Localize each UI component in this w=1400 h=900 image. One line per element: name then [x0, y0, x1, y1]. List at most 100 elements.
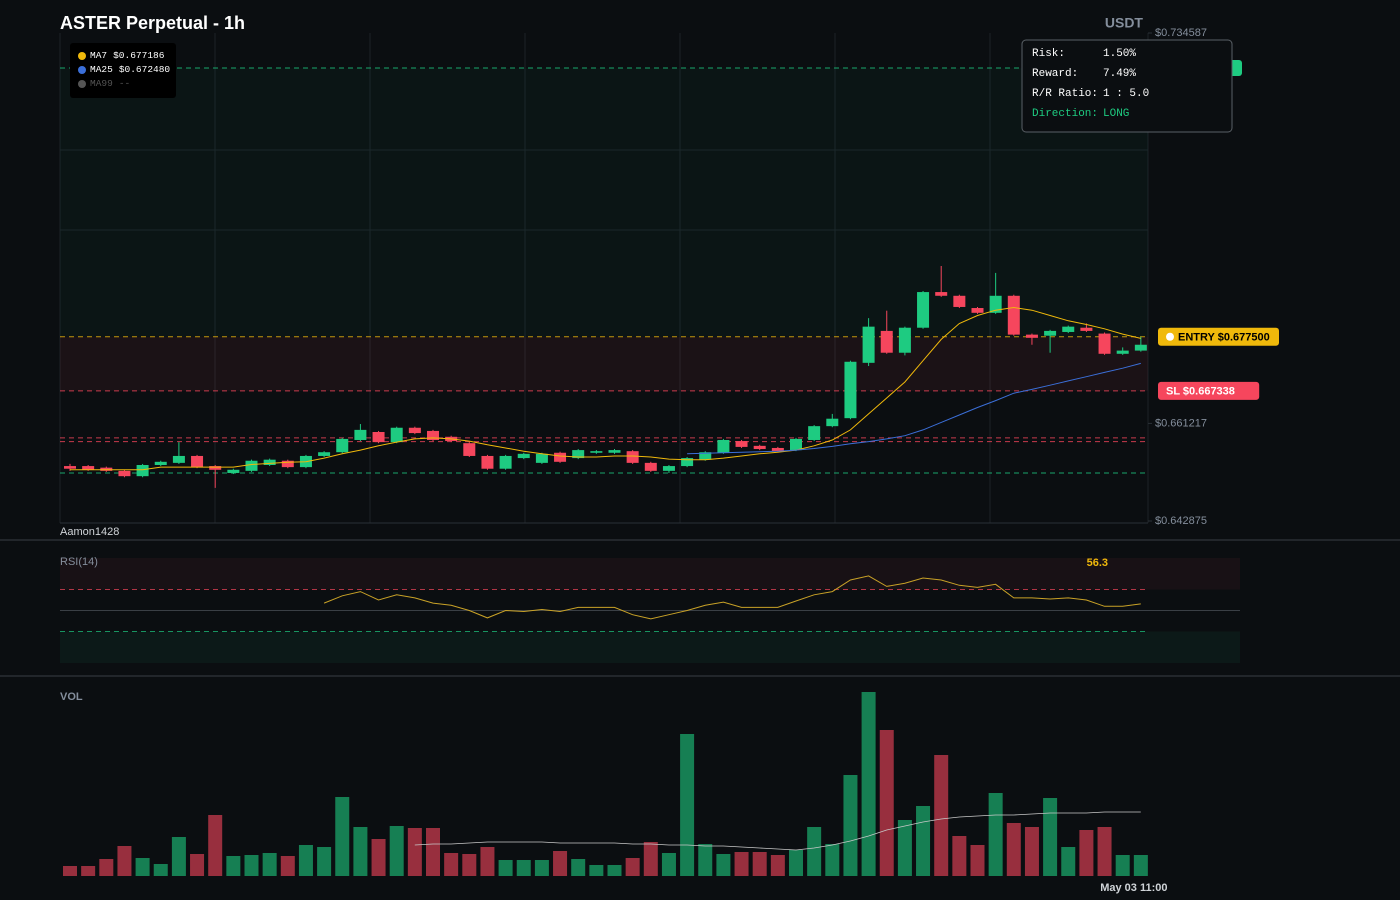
candle-body [281, 460, 294, 468]
volume-bar [516, 860, 531, 876]
y-tick-label: $0.642875 [1155, 515, 1207, 527]
y-tick-label: $0.661217 [1155, 417, 1207, 429]
candle-body [82, 466, 95, 470]
volume-bar [879, 730, 894, 876]
candle-body [463, 443, 476, 456]
candle-body [499, 455, 512, 469]
legend-name: MA99 [90, 78, 113, 89]
volume-bar [1061, 847, 1076, 876]
rsi-line [323, 575, 1141, 620]
candle-body [336, 438, 349, 453]
volume-bar [280, 856, 295, 876]
candle-body [1007, 295, 1020, 335]
candle-body [644, 462, 657, 471]
volume-bar [952, 836, 967, 876]
volume-bar [625, 858, 640, 876]
volume-bar [81, 866, 96, 876]
volume-bar [498, 860, 513, 876]
legend-entry: MA99 -- [90, 78, 130, 89]
chart-title: ASTER Perpetual - 1h [60, 13, 245, 33]
rsi-title: RSI(14) [60, 556, 98, 568]
info-value: LONG [1103, 108, 1129, 120]
volume-bar [970, 845, 985, 876]
ma-line [687, 362, 1141, 455]
watermark: Aamon1428 [60, 526, 119, 538]
info-key: Reward: [1032, 68, 1078, 80]
volume-bar [734, 852, 749, 876]
candle-body [390, 427, 403, 443]
legend-swatch [78, 80, 86, 88]
candle-body [1025, 334, 1038, 338]
volume-bar [934, 755, 949, 876]
candle-body [372, 432, 385, 443]
info-panel [1021, 39, 1233, 133]
volume-bar [661, 853, 676, 876]
info-value: 1.50% [1103, 48, 1136, 60]
volume-bar [335, 797, 350, 876]
volume-bar [716, 854, 731, 876]
volume-bar [825, 844, 840, 876]
legend-value: $0.672480 [119, 64, 171, 75]
legend-name: MA25 [90, 64, 113, 75]
candle-body [681, 458, 694, 467]
volume-bar [770, 855, 785, 876]
profit-zone [60, 68, 1148, 337]
candle-body [263, 459, 276, 465]
candle-body [898, 327, 911, 353]
candle-body [100, 467, 113, 471]
candle-body [953, 295, 966, 307]
legend-value: $0.677186 [113, 50, 165, 61]
candle-body [1134, 344, 1147, 351]
candle-body [136, 464, 149, 477]
volume-bar [843, 775, 858, 876]
volume-bar [317, 847, 332, 876]
candle-body [735, 441, 748, 447]
candle-body [1116, 350, 1129, 354]
candle-body [626, 451, 639, 463]
candle-body [989, 295, 1002, 313]
info-value: 7.49% [1103, 68, 1136, 80]
ma-line [70, 306, 1141, 471]
legend-name: MA7 [90, 50, 107, 61]
volume-bar [407, 828, 422, 876]
currency: USDT [1105, 15, 1144, 31]
candle-body [753, 445, 766, 450]
volume-bar [1133, 855, 1148, 876]
overbought-zone [60, 558, 1240, 590]
volume-bar [807, 827, 822, 876]
volume-bar [99, 859, 114, 876]
candle-body [808, 426, 821, 440]
volume-bar [153, 864, 168, 876]
oversold-zone [60, 631, 1240, 663]
level-dot [1166, 332, 1174, 341]
candle-body [172, 455, 185, 463]
rsi-value: 56.3 [1087, 557, 1108, 569]
volume-bar [1024, 827, 1039, 876]
volume-bar [371, 839, 386, 876]
level-label: ENTRY $0.677500 [1178, 332, 1270, 344]
legend-swatch [78, 66, 86, 74]
volume-bar [208, 815, 223, 876]
volume-bar [789, 850, 803, 876]
candle-body [790, 438, 802, 451]
volume-bar [63, 866, 77, 876]
legend-swatch [78, 52, 86, 60]
loss-zone [60, 336, 1148, 391]
candle-body [699, 452, 712, 460]
legend-entry: MA25 $0.672480 [90, 64, 170, 75]
candle-body [917, 292, 930, 328]
candle-body [481, 455, 494, 469]
volume-bar [1006, 823, 1021, 876]
volume-bar [190, 854, 205, 876]
candle-body [191, 455, 204, 468]
candle-body [590, 451, 603, 453]
volume-bar [298, 845, 313, 876]
candle-body [554, 452, 567, 462]
candle-body [318, 452, 331, 456]
candle-body [662, 466, 675, 471]
candle-body [717, 439, 730, 453]
volume-bar [752, 852, 767, 876]
candle-body [209, 466, 222, 470]
